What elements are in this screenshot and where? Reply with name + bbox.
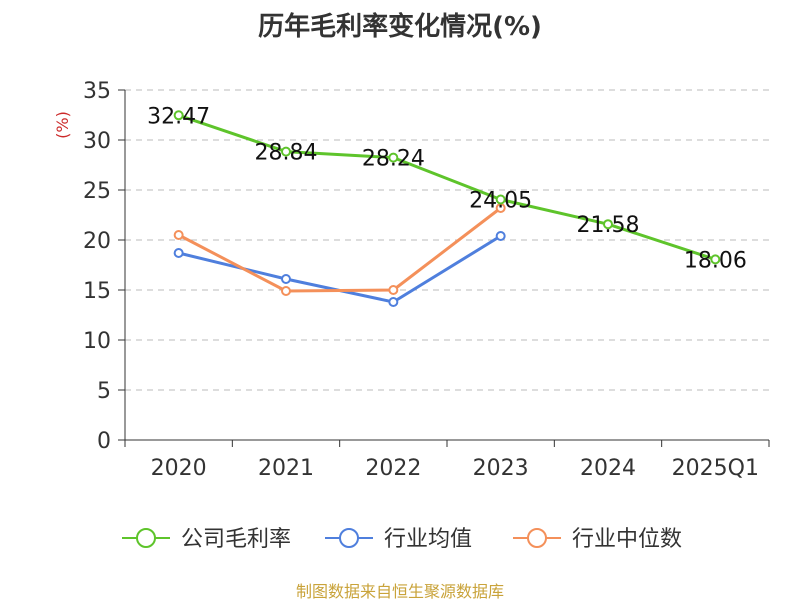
series-point-0 [495, 194, 506, 205]
x-tick-label: 2021 [258, 456, 314, 481]
series-point-1 [495, 231, 506, 241]
data-label: 24.05 [469, 189, 532, 214]
series-point-0 [710, 254, 721, 265]
data-label: 32.47 [147, 104, 210, 129]
y-tick-label: 0 [97, 429, 111, 454]
axes: 0 5 10 15 20 25 30 35 2020 2021 2022 2023 2024 2025Q1… [53, 79, 770, 481]
series-point-0 [603, 219, 613, 230]
series-lines [173, 110, 721, 307]
legend: 公司毛利率 行业均值 行业中位数 [122, 527, 682, 552]
data-label: 28.84 [255, 141, 318, 166]
legend-label: 行业均值 [384, 527, 472, 552]
series-line-0 [178, 113, 716, 261]
y-tick-label: 30 [83, 129, 111, 154]
y-tick-label: 10 [83, 329, 111, 354]
legend-marker [339, 528, 359, 548]
series-point-2 [173, 230, 184, 240]
series-point-1 [281, 274, 291, 284]
series-point-0 [173, 110, 184, 121]
source-footer: 制图数据来自恒生聚源数据库 [295, 582, 504, 601]
legend-label: 公司毛利率 [181, 527, 291, 552]
series-point-1 [173, 248, 184, 258]
y-tick-label: 20 [83, 229, 111, 254]
series-point-0 [281, 146, 291, 157]
gridlines [125, 89, 769, 391]
y-tick-label: 15 [83, 279, 111, 304]
x-tick-label: 2023 [473, 456, 529, 481]
legend-marker [527, 528, 547, 548]
x-tick-label: 2020 [151, 456, 207, 481]
y-tick-label: 35 [83, 79, 111, 104]
data-label: 18.06 [684, 248, 747, 273]
legend-label: 行业中位数 [572, 527, 682, 552]
series-point-2 [388, 285, 399, 295]
legend-marker [136, 528, 156, 548]
x-tick-label: 2022 [365, 456, 421, 481]
series-point-0 [388, 152, 399, 163]
series-point-1 [388, 297, 399, 307]
y-tick-label: 5 [97, 379, 111, 404]
data-labels: 32.47 28.84 28.24 24.05 21.58 18.06 [147, 104, 747, 273]
data-label: 28.24 [362, 147, 425, 172]
series-line-2 [177, 206, 502, 293]
y-axis-label: (%) [53, 111, 72, 139]
x-tick-label: 2025Q1 [672, 456, 759, 481]
series-point-2 [281, 286, 291, 296]
chart-title: 历年毛利率变化情况(%) [258, 12, 542, 42]
x-tick-label: 2024 [580, 456, 636, 481]
y-tick-label: 25 [83, 179, 111, 204]
data-label: 21.58 [577, 213, 640, 238]
